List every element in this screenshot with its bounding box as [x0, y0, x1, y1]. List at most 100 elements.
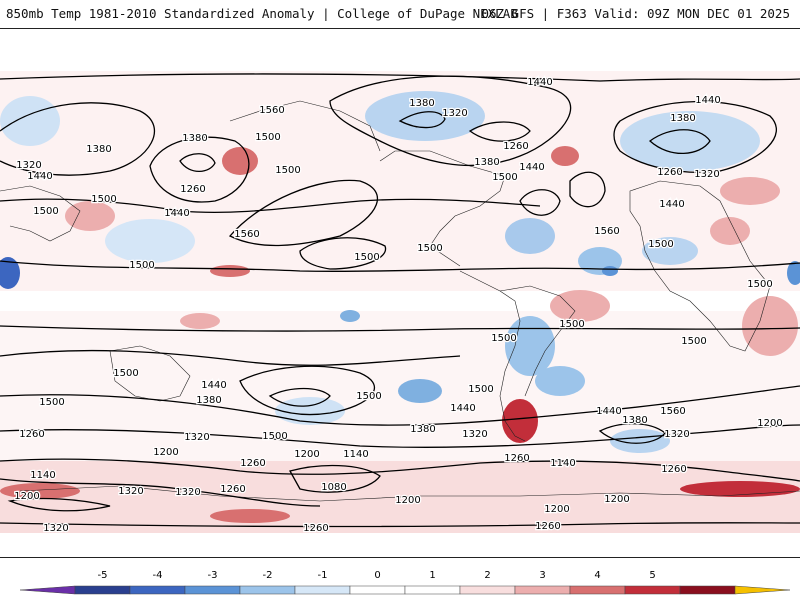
contour-label: 1320 [16, 160, 41, 171]
contour-label: 1500 [492, 172, 517, 183]
contour-label: 1320 [184, 432, 209, 443]
contour-label: 1500 [354, 252, 379, 263]
contour-label: 1320 [664, 429, 689, 440]
contour-label: 1140 [550, 458, 575, 469]
anomaly-shading [0, 29, 800, 557]
colorbar-tick-label: -2 [263, 570, 273, 581]
contour-label: 1260 [657, 167, 682, 178]
contour-label: 1500 [747, 279, 772, 290]
contour-label: 1440 [201, 380, 226, 391]
colorbar-cell [514, 585, 571, 595]
contour-label: 1380 [182, 133, 207, 144]
contour-label: 1260 [220, 484, 245, 495]
contour-label: 1080 [321, 482, 346, 493]
colorbar-cell [129, 585, 186, 595]
contour-label: 1320 [442, 108, 467, 119]
colorbar-ticks: -5 -4 -3 -2 -1 0 1 2 3 4 5 [98, 570, 656, 581]
colorbar-tick-label: -4 [153, 570, 163, 581]
contour-label: 1380 [622, 415, 647, 426]
contour-label: 1500 [39, 397, 64, 408]
contour-label: 1380 [409, 98, 434, 109]
contour-label: 1260 [503, 141, 528, 152]
contour-label: 1380 [670, 113, 695, 124]
colorbar-cell [239, 585, 296, 595]
colorbar-tick-label: 4 [594, 570, 600, 581]
colorbar-cell [19, 585, 76, 595]
contour-label: 1440 [527, 77, 552, 88]
contour-label: 1200 [294, 449, 319, 460]
contour-label: 1500 [356, 391, 381, 402]
contour-label: 1200 [395, 495, 420, 506]
colorbar-cell [294, 585, 351, 595]
colorbar: -5 -4 -3 -2 -1 0 1 2 3 4 5 [0, 560, 800, 600]
contour-label: 1500 [91, 194, 116, 205]
contour-label: 1500 [129, 260, 154, 271]
colorbar-cell [349, 585, 406, 595]
contour-label: 1380 [196, 395, 221, 406]
colorbar-cell [459, 585, 516, 595]
contour-label: 1380 [86, 144, 111, 155]
contour-label: 1500 [262, 431, 287, 442]
map-title: 850mb Temp 1981-2010 Standardized Anomal… [6, 6, 518, 21]
contour-label: 1380 [410, 424, 435, 435]
colorbar-svg: -5 -4 -3 -2 -1 0 1 2 3 4 5 [19, 570, 791, 595]
contour-label: 1560 [660, 406, 685, 417]
contour-label: 1200 [544, 504, 569, 515]
colorbar-tick-label: 2 [484, 570, 490, 581]
contour-labels: 1440 1440 1560 1380 1320 1380 1500 1380 1380 1320… [13, 76, 784, 536]
contour-label: 1200 [757, 418, 782, 429]
contour-label: 1140 [343, 449, 368, 460]
contour-label: 1320 [43, 523, 68, 534]
contour-label: 1260 [303, 523, 328, 534]
contour-label: 1560 [594, 226, 619, 237]
contour-label: 1260 [180, 184, 205, 195]
height-contours [0, 73, 800, 528]
contour-label: 1500 [468, 384, 493, 395]
colorbar-tick-label: 5 [649, 570, 655, 581]
contour-label: 1500 [33, 206, 58, 217]
contour-label: 1200 [153, 447, 178, 458]
contour-label: 1440 [519, 162, 544, 173]
colorbar-cell [569, 585, 626, 595]
contour-label: 1440 [27, 171, 52, 182]
colorbar-tick-label: -5 [98, 570, 108, 581]
contour-label: 1320 [175, 487, 200, 498]
contour-label: 1440 [450, 403, 475, 414]
map-canvas: 1440 1440 1560 1380 1320 1380 1500 1380 1380 1320… [0, 29, 800, 557]
anomaly-map: 1440 1440 1560 1380 1320 1380 1500 1380 1380 1320… [0, 28, 800, 558]
contour-label: 1320 [118, 486, 143, 497]
contour-label: 1200 [604, 494, 629, 505]
contour-label: 1500 [648, 239, 673, 250]
contour-label: 1440 [596, 406, 621, 417]
contour-label: 1500 [491, 333, 516, 344]
contour-label: 1440 [164, 208, 189, 219]
contour-label: 1260 [19, 429, 44, 440]
colorbar-cell [679, 585, 736, 595]
colorbar-tick-label: 1 [429, 570, 435, 581]
contour-label: 1260 [504, 453, 529, 464]
contour-label: 1260 [661, 464, 686, 475]
contour-label: 1140 [30, 470, 55, 481]
colorbar-tick-label: -1 [318, 570, 328, 581]
contour-label: 1500 [559, 319, 584, 330]
contour-label: 1500 [417, 243, 442, 254]
colorbar-tick-label: 3 [539, 570, 545, 581]
contour-label: 1320 [462, 429, 487, 440]
contour-label: 1500 [255, 132, 280, 143]
model-run-info: 06Z GFS | F363 Valid: 09Z MON DEC 01 202… [481, 6, 790, 21]
coastlines [0, 100, 800, 502]
contour-label: 1320 [694, 169, 719, 180]
colorbar-cell [404, 585, 461, 595]
contour-label: 1500 [681, 336, 706, 347]
contour-label: 1260 [535, 521, 560, 532]
contour-label: 1500 [113, 368, 138, 379]
colorbar-cell [734, 585, 791, 595]
colorbar-cells [19, 585, 791, 595]
contour-label: 1440 [695, 95, 720, 106]
contour-label: 1260 [240, 458, 265, 469]
contour-label: 1560 [234, 229, 259, 240]
contour-label: 1380 [474, 157, 499, 168]
contour-label: 1500 [275, 165, 300, 176]
colorbar-cell [624, 585, 681, 595]
contour-label: 1440 [659, 199, 684, 210]
